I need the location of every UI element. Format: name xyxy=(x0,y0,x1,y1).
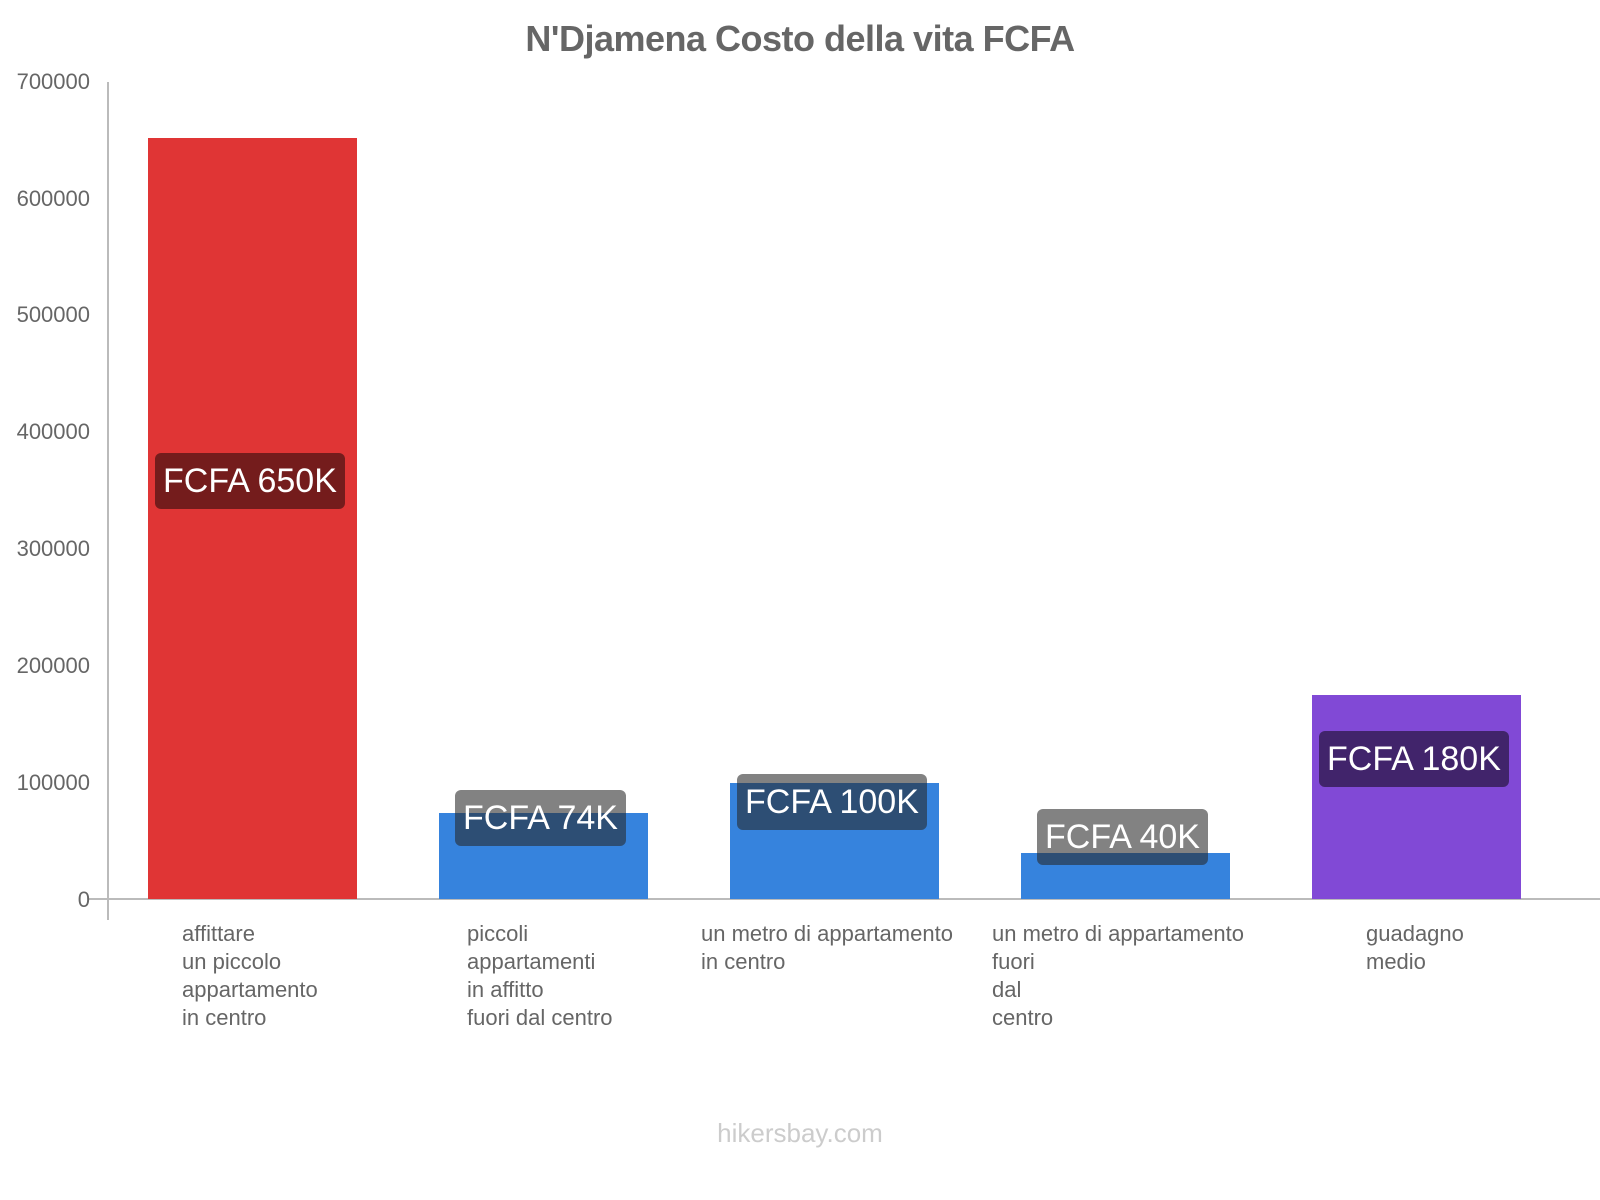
bar-value-label: FCFA 40K xyxy=(1037,809,1208,865)
y-tick-label: 700000 xyxy=(16,69,90,94)
x-category-label: un metro di appartamento fuori dal centr… xyxy=(992,921,1244,1030)
bar-rent-small-apartment-center[interactable] xyxy=(148,138,357,899)
x-category-label: guadagno medio xyxy=(1366,921,1464,974)
y-tick-label: 0 xyxy=(77,887,90,912)
x-category-label: affittare un piccolo appartamento in cen… xyxy=(182,921,318,1030)
y-tick-label: 600000 xyxy=(16,186,90,211)
y-tick-label: 400000 xyxy=(16,419,90,444)
chart-title: N'Djamena Costo della vita FCFA xyxy=(525,18,1075,59)
y-tick-label: 200000 xyxy=(16,653,90,678)
y-axis-line xyxy=(107,82,109,920)
bar-average-salary[interactable] xyxy=(1312,695,1521,899)
y-tick-label: 500000 xyxy=(16,302,90,327)
bar-value-label: FCFA 180K xyxy=(1319,731,1509,787)
x-axis-line xyxy=(88,898,1600,900)
bar-value-label: FCFA 650K xyxy=(155,453,345,509)
y-tick-label: 300000 xyxy=(16,536,90,561)
watermark: hikersbay.com xyxy=(717,1118,883,1148)
y-tick-label: 100000 xyxy=(16,770,90,795)
bar-value-label: FCFA 100K xyxy=(737,774,927,830)
x-category-label: un metro di appartamento in centro xyxy=(701,921,953,974)
x-category-label: piccoli appartamenti in affitto fuori da… xyxy=(467,921,613,1030)
bar-value-label: FCFA 74K xyxy=(455,790,626,846)
